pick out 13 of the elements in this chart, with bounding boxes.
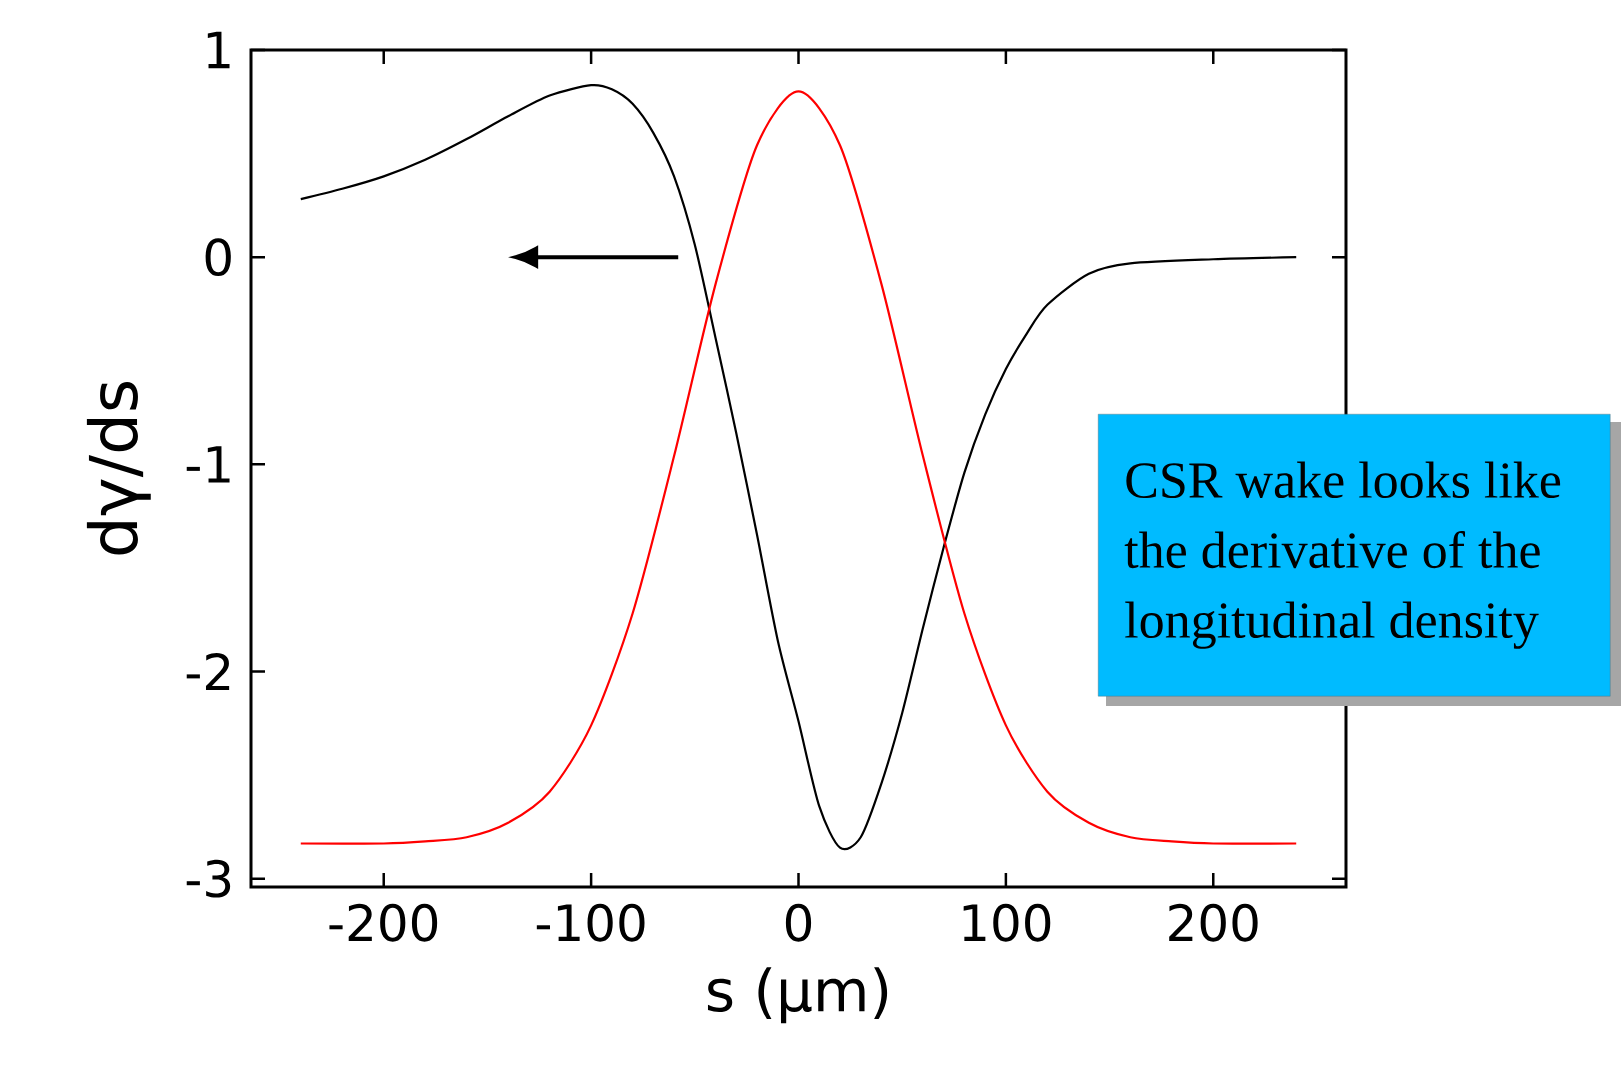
y-axis-title: dγ/ds — [86, 381, 151, 555]
y-tick-label: -3 — [186, 859, 231, 898]
y-tick-label: 0 — [205, 238, 231, 277]
x-tick-label: 200 — [1169, 903, 1258, 942]
x-tick-label: 0 — [785, 903, 812, 942]
x-tick-label: -200 — [329, 903, 438, 942]
y-tick-label: 1 — [207, 31, 230, 69]
x-axis-title: s (μm) — [707, 967, 888, 1024]
y-tick-label: -2 — [186, 652, 230, 691]
y-tick-label: -1 — [186, 446, 230, 483]
x-tick-label: -100 — [536, 903, 645, 942]
x-tick-label: 100 — [963, 903, 1051, 942]
annotation: CSR wake looks like the derivative of the longitudinal density — [1124, 461, 1561, 649]
